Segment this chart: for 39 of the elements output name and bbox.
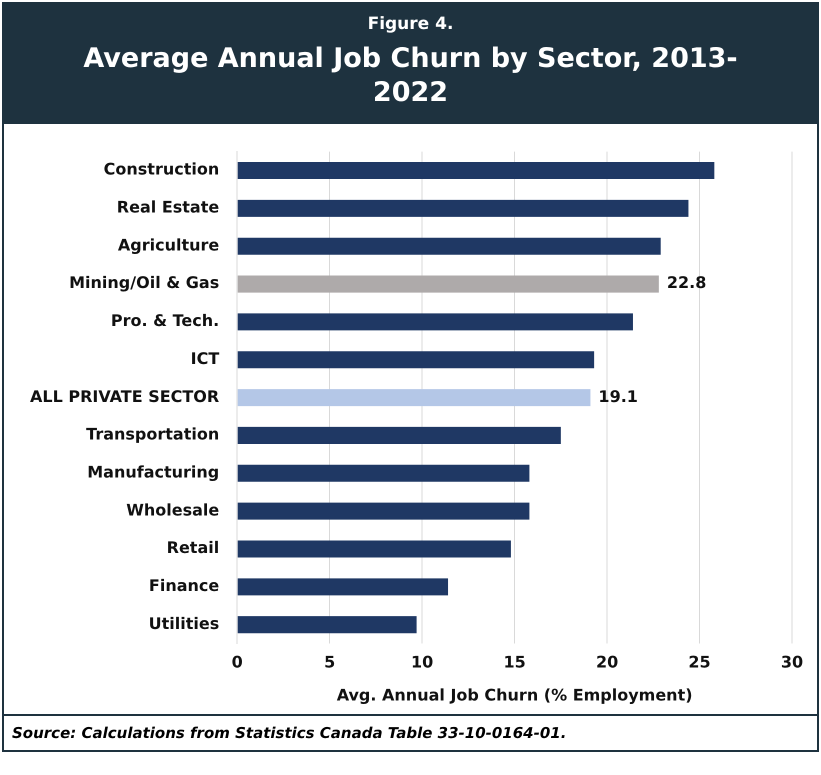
x-tick-label: 10 (411, 652, 434, 671)
data-label: 19.1 (598, 386, 638, 406)
x-tick-label: 0 (232, 652, 243, 671)
bar (238, 616, 417, 633)
x-tick-label: 20 (596, 652, 618, 671)
x-tick-label: 15 (503, 652, 526, 671)
chart-subtitle: Figure 4. (366, 14, 454, 34)
x-tick-label: 5 (324, 652, 336, 671)
bar (238, 350, 594, 368)
bar (238, 578, 448, 595)
y-tick-label: Pro. & Tech. (110, 310, 220, 330)
bar (238, 312, 633, 330)
source-note: Source: Calculations from Statistics Canada Table 33-10-0164-01. (4, 714, 817, 750)
y-tick-label: Transportation (86, 424, 220, 444)
bar (238, 162, 714, 179)
y-tick-label: Construction (104, 159, 220, 178)
bar (238, 199, 688, 216)
bar (238, 388, 590, 406)
chart-title: Average Annual Job Churn by Sector, 2013-2022 (82, 42, 739, 110)
bar (238, 426, 561, 444)
bar (238, 502, 530, 520)
y-tick-label: ICT (190, 348, 220, 368)
y-tick-label: Wholesale (126, 500, 220, 519)
y-tick-label: Manufacturing (87, 462, 220, 481)
x-axis-title: Avg. Annual Job Churn (% Employment) (336, 685, 693, 704)
y-tick-label: Finance (148, 575, 220, 594)
data-label: 22.8 (666, 272, 706, 292)
x-tick-label: 25 (688, 652, 711, 671)
y-tick-label: Agriculture (118, 234, 220, 254)
y-tick-label: Retail (166, 538, 220, 557)
bar (238, 464, 530, 482)
y-tick-label: Real Estate (116, 197, 220, 216)
y-tick-label: Mining/Oil & Gas (69, 272, 220, 292)
x-tick-label: 30 (780, 652, 804, 671)
y-tick-label: Utilities (148, 613, 220, 632)
y-tick-label: ALL PRIVATE SECTOR (30, 386, 220, 406)
bar (238, 275, 659, 292)
bar (238, 540, 511, 557)
bar (238, 237, 661, 254)
